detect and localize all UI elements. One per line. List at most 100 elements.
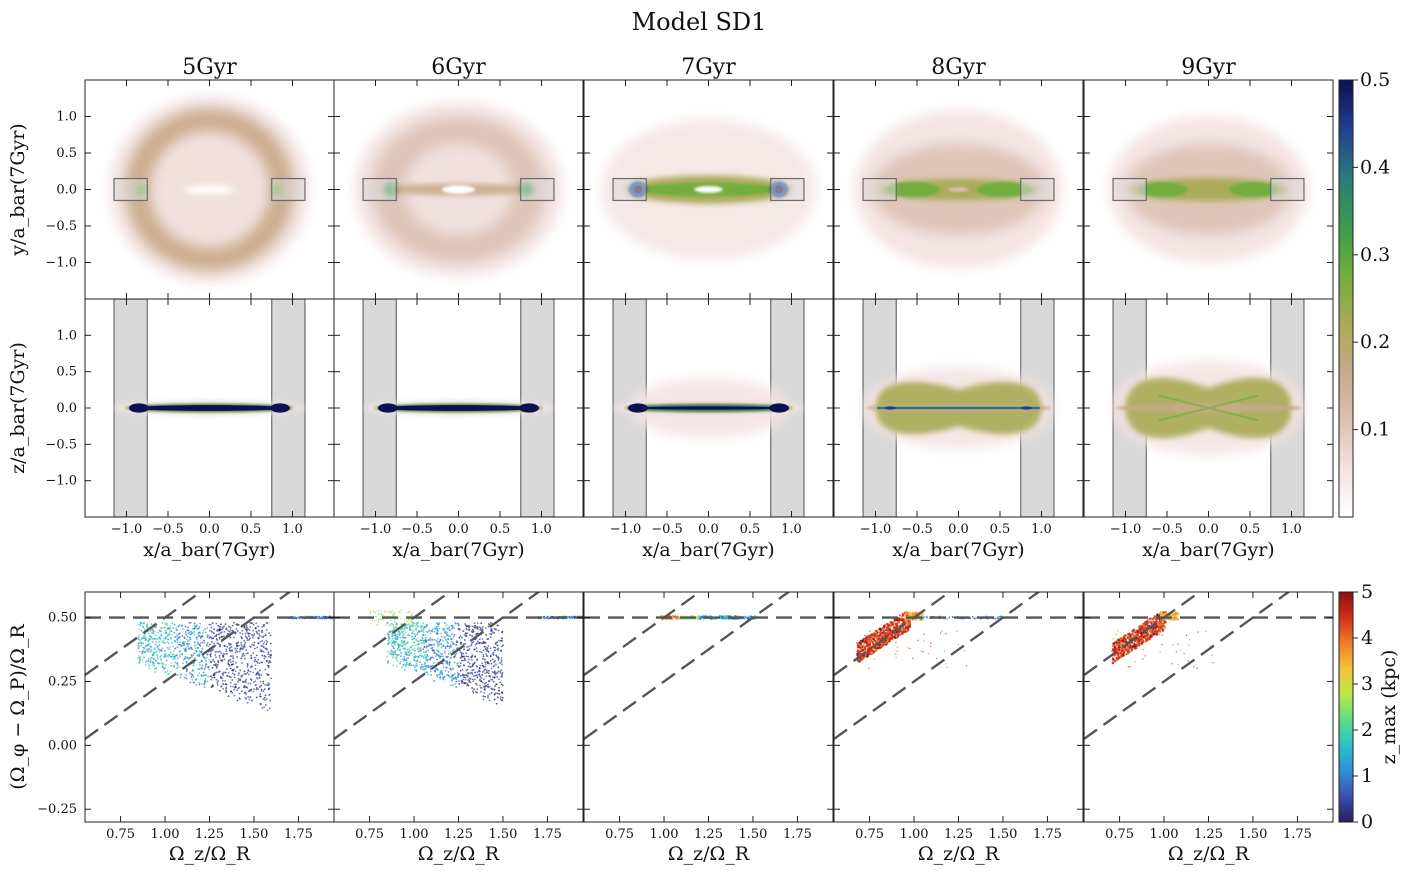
edge-xtick-label: 0.5 <box>241 522 262 537</box>
zmax-colorbar-tick-label: 3 <box>1361 673 1373 695</box>
zmax-colorbar-bar <box>1338 591 1354 823</box>
face-ytick-label: 0.0 <box>56 183 77 198</box>
freq-xtick-label: 1.25 <box>944 827 973 842</box>
face-ytick-label: −0.5 <box>45 219 77 234</box>
panel-title-1: 6Gyr <box>431 55 486 80</box>
freq-xtick-label: 1.25 <box>195 827 224 842</box>
edge-xtick-label: −1.0 <box>610 522 642 537</box>
face-ytick-label: 1.0 <box>56 110 77 125</box>
resonance-line <box>334 592 541 740</box>
frequency-panel-1 <box>334 592 583 740</box>
panel-title-3: 8Gyr <box>931 55 986 80</box>
freq-xtick-label: 1.00 <box>650 827 679 842</box>
frequency-frame <box>333 591 584 823</box>
resonance-line <box>85 592 292 740</box>
edge-xlabel: x/a_bar(7Gyr) <box>892 539 1024 561</box>
freq-xtick-label: 0.75 <box>106 827 135 842</box>
edge-on-panel-4 <box>1112 299 1305 517</box>
freq-xtick-label: 1.50 <box>988 827 1017 842</box>
density-colorbar-bar <box>1338 79 1354 518</box>
frequency-frame <box>1083 591 1334 823</box>
density-colorbar-tick-label: 0.2 <box>1360 331 1390 353</box>
bar-region-box <box>1020 177 1055 202</box>
edge-xlabel: x/a_bar(7Gyr) <box>392 539 524 561</box>
edge-on-panel-3 <box>862 299 1055 517</box>
face-on-panel-0 <box>109 96 310 283</box>
zmax-colorbar: 0 1 2 3 4 5 z_max (kpc) <box>1338 581 1400 833</box>
bar-region-box <box>612 177 647 202</box>
frequency-frame <box>833 591 1084 823</box>
freq-xtick-label: 1.25 <box>444 827 473 842</box>
face-on-panel-2 <box>600 118 817 261</box>
freq-xtick-label: 1.50 <box>239 827 268 842</box>
edge-xtick-label: 0.0 <box>698 522 719 537</box>
freq-xtick-label: 1.00 <box>900 827 929 842</box>
face-on-panel-3 <box>854 110 1063 269</box>
edge-xtick-label: 0.0 <box>199 522 220 537</box>
edge-xtick-label: 1.0 <box>781 522 802 537</box>
resonance-line <box>584 592 791 740</box>
freq-ytick-label: 0.50 <box>48 611 77 626</box>
frequency-panel-2 <box>584 592 833 740</box>
face-on-panel-4 <box>1108 116 1309 263</box>
density-colorbar-tick-label: 0.3 <box>1360 244 1390 266</box>
resonance-line <box>834 592 1041 740</box>
freq-xtick-label: 1.75 <box>1283 827 1312 842</box>
freq-xtick-label: 0.75 <box>855 827 884 842</box>
edge-xtick-label: −0.5 <box>651 522 683 537</box>
frequency-frame <box>583 591 834 823</box>
face-ylabel: y/a_bar(7Gyr) <box>7 123 29 256</box>
bar-region-box <box>271 177 306 202</box>
freq-xtick-label: 1.50 <box>488 827 517 842</box>
panel-title-0: 5Gyr <box>182 55 237 80</box>
edge-xtick-label: 0.5 <box>1240 522 1261 537</box>
frequency-row: 0.75 1.00 1.25 1.50 1.75 −0.25 0.00 0.25 0.50 0.7… <box>37 591 1334 842</box>
zmax-colorbar-tick-label: 0 <box>1361 811 1373 833</box>
bar-region-box <box>113 177 148 202</box>
freq-xlabel: Ω_z/Ω_R <box>1168 843 1250 865</box>
freq-xlabel: Ω_z/Ω_R <box>668 843 750 865</box>
edge-xtick-label: 1.0 <box>282 522 303 537</box>
edge-xlabel: x/a_bar(7Gyr) <box>143 539 275 561</box>
edge-xtick-label: −0.5 <box>152 522 184 537</box>
freq-xtick-label: 1.00 <box>1150 827 1179 842</box>
axis-labels: x/a_bar(7Gyr) Ω_z/Ω_R x/a_bar(7Gyr) Ω_z/Ω_R… <box>7 123 1275 865</box>
resonance-line <box>1084 592 1291 740</box>
bar-region-box <box>862 177 897 202</box>
freq-xtick-label: 0.75 <box>1105 827 1134 842</box>
edge-xtick-label: −0.5 <box>901 522 933 537</box>
edge-ytick-label: −0.5 <box>45 437 77 452</box>
edge-xtick-label: 0.5 <box>740 522 761 537</box>
bar-region-box <box>1270 177 1305 202</box>
bar-region-box <box>362 177 397 202</box>
zmax-colorbar-tick-label: 2 <box>1361 719 1373 741</box>
freq-ytick-label: −0.25 <box>37 802 77 817</box>
resonance-line <box>584 592 702 677</box>
freq-xtick-label: 1.50 <box>738 827 767 842</box>
freq-ylabel: (Ω_φ − Ω_P)/Ω_R <box>7 624 29 790</box>
edge-xtick-label: 0.5 <box>990 522 1011 537</box>
zmax-colorbar-tick-label: 1 <box>1361 765 1373 787</box>
freq-xtick-label: 1.00 <box>151 827 180 842</box>
bar-region-box <box>520 177 555 202</box>
freq-ytick-label: 0.25 <box>48 674 77 689</box>
resonance-line <box>834 592 952 677</box>
edge-ylabel: z/a_bar(7Gyr) <box>7 342 29 474</box>
edge-xtick-label: 0.0 <box>448 522 469 537</box>
freq-xtick-label: 0.75 <box>355 827 384 842</box>
face-ytick-label: −1.0 <box>45 256 77 271</box>
edge-ytick-label: 1.0 <box>56 328 77 343</box>
frequency-frame <box>84 591 335 823</box>
frequency-panel-0 <box>85 592 334 740</box>
freq-xlabel: Ω_z/Ω_R <box>169 843 251 865</box>
edge-xtick-label: 1.0 <box>1281 522 1302 537</box>
face-on-row: −1.0 −0.5 0.0 0.5 1.0 <box>45 79 1334 300</box>
density-colorbar-tick-label: 0.5 <box>1360 69 1390 91</box>
bar-region-box <box>1112 177 1147 202</box>
face-ytick-label: 0.5 <box>56 146 77 161</box>
freq-xtick-label: 1.50 <box>1238 827 1267 842</box>
resonance-line <box>334 592 452 677</box>
edge-ytick-label: 0.0 <box>56 401 77 416</box>
edge-xlabel: x/a_bar(7Gyr) <box>1142 539 1274 561</box>
